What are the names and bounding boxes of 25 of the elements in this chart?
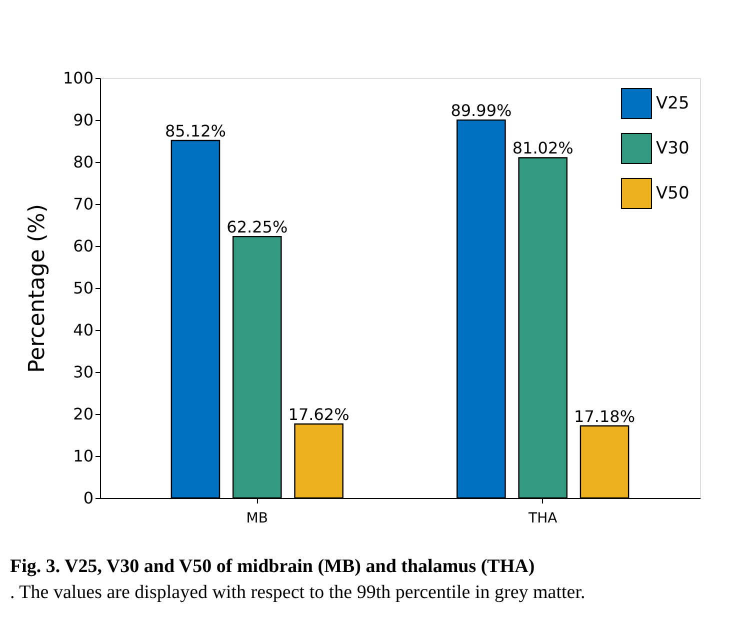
- y-axis-title: Percentage (%): [24, 204, 50, 373]
- y-tick-label: 10: [73, 446, 94, 466]
- y-tick-label: 80: [73, 152, 94, 172]
- legend-label: V50: [656, 184, 690, 204]
- data-label: 89.99%: [450, 101, 512, 120]
- x-tick-label: MB: [246, 510, 268, 526]
- data-label: 85.12%: [164, 121, 226, 140]
- y-tick-label: 40: [73, 320, 94, 340]
- y-tick-label: 60: [73, 236, 94, 256]
- y-tick-label: 90: [73, 110, 94, 130]
- legend-label: V30: [656, 138, 690, 158]
- y-tick-label: 30: [73, 362, 94, 382]
- data-label: 17.18%: [574, 406, 636, 426]
- legend-label: V25: [656, 94, 690, 114]
- y-tick-label: 50: [73, 278, 94, 298]
- text: . The values are displayed with respect to the 99th percentile in grey matter.: [10, 582, 586, 603]
- y-tick-label: 0: [83, 488, 94, 508]
- y-tick-label: 20: [73, 404, 94, 424]
- x-tick-label: THA: [528, 510, 558, 526]
- data-label: 62.25%: [226, 218, 288, 237]
- caption: Fig. 3. V25, V30 and V50 of midbrain (MB) and thalamus (THA): [10, 556, 535, 577]
- y-tick-label: 100: [62, 68, 94, 88]
- data-label: 17.62%: [288, 404, 350, 424]
- y-tick-label: 70: [73, 194, 94, 214]
- data-label: 81.02%: [512, 138, 574, 158]
